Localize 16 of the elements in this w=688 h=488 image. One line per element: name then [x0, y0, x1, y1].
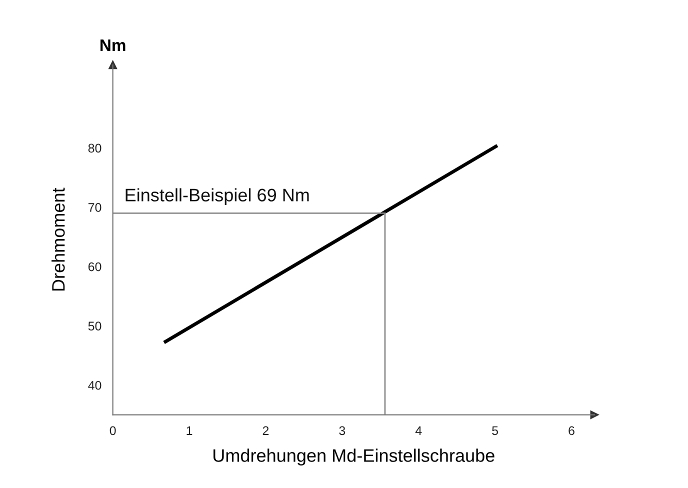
- y-tick-label: 80: [88, 144, 102, 153]
- x-tick-label: 2: [262, 426, 269, 435]
- y-axis-title: Drehmoment: [52, 188, 65, 291]
- y-tick-label: 60: [88, 262, 102, 272]
- x-tick-label: 0: [110, 426, 116, 436]
- ref-line-label: Einstell-Beispiel 69 Nm: [126, 188, 309, 206]
- x-tick-label: 1: [186, 426, 192, 435]
- x-tick-label: 6: [568, 426, 574, 436]
- y-tick-label: 50: [88, 322, 102, 330]
- x-tick-label: 4: [415, 426, 422, 435]
- y-tick-label: 40: [88, 380, 102, 390]
- x-tick-label: 5: [492, 426, 498, 436]
- y-tick-label: 70: [88, 203, 102, 212]
- x-tick-label: 3: [339, 426, 346, 436]
- text: Nm: [100, 39, 126, 51]
- x-axis-title: Umdrehungen Md-Einstellschraube: [214, 448, 494, 466]
